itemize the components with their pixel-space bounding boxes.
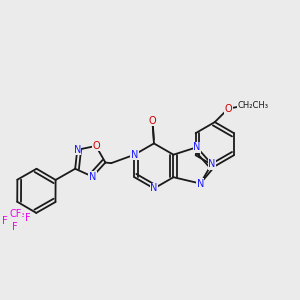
Text: O: O <box>224 103 232 114</box>
Text: F: F <box>12 221 17 232</box>
Text: N: N <box>193 142 200 152</box>
Text: O: O <box>92 141 100 151</box>
Text: N: N <box>196 178 204 188</box>
Text: N: N <box>131 150 138 160</box>
Text: N: N <box>89 172 96 182</box>
Text: F: F <box>25 213 30 223</box>
Text: F: F <box>2 216 8 226</box>
Text: CF₃: CF₃ <box>9 209 26 219</box>
Text: N: N <box>74 145 81 155</box>
Text: N: N <box>208 159 215 169</box>
Text: N: N <box>150 184 158 194</box>
Text: O: O <box>148 116 156 126</box>
Text: CH₂CH₃: CH₂CH₃ <box>237 101 268 110</box>
